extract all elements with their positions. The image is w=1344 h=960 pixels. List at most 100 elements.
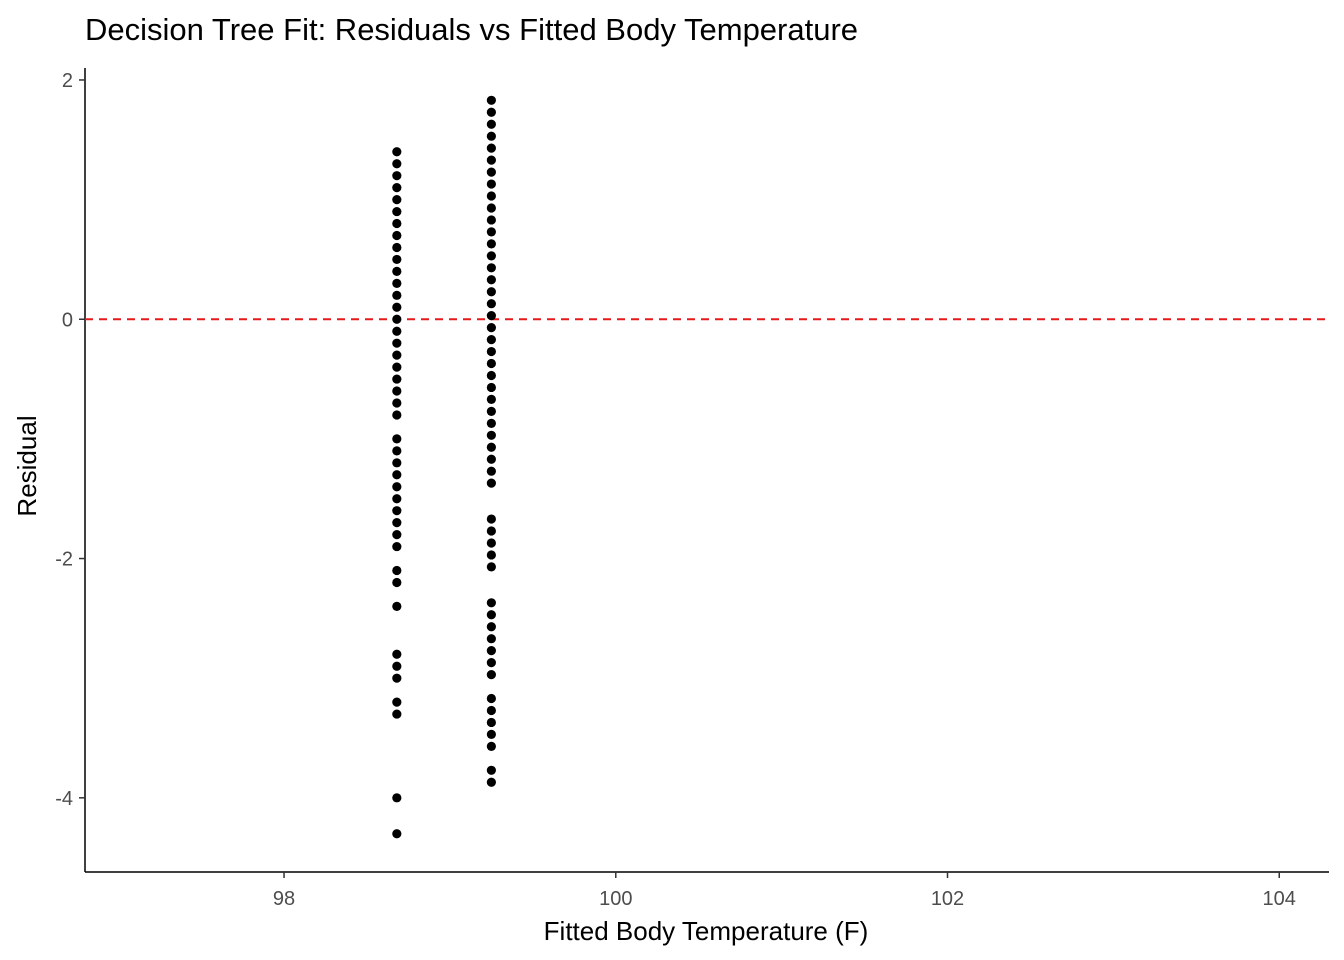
data-point xyxy=(392,147,402,157)
x-tick-label: 102 xyxy=(931,888,964,910)
x-tick-label: 100 xyxy=(599,888,632,910)
data-point xyxy=(486,418,496,428)
data-point xyxy=(486,562,496,572)
data-point xyxy=(486,765,496,775)
data-point xyxy=(486,442,496,452)
data-point xyxy=(392,673,402,683)
data-point xyxy=(392,494,402,504)
data-point xyxy=(486,406,496,416)
data-point xyxy=(392,218,402,229)
data-point xyxy=(392,506,402,516)
data-point xyxy=(392,266,402,276)
y-tick-label: 0 xyxy=(62,309,73,331)
data-point xyxy=(392,374,402,384)
data-point xyxy=(392,470,402,480)
data-point xyxy=(486,263,496,273)
data-point xyxy=(392,314,402,324)
data-point xyxy=(486,634,496,644)
data-point xyxy=(486,167,496,177)
data-point xyxy=(392,230,402,241)
data-point xyxy=(392,709,402,719)
data-point xyxy=(392,290,402,300)
x-tick-label: 104 xyxy=(1263,888,1296,910)
data-point xyxy=(486,430,496,440)
data-point xyxy=(486,143,496,153)
data-point xyxy=(392,518,402,528)
data-point xyxy=(486,215,496,225)
data-point xyxy=(392,159,402,169)
data-point xyxy=(486,622,496,632)
data-point xyxy=(486,466,496,476)
data-point xyxy=(392,434,402,444)
data-point xyxy=(392,350,402,360)
data-point xyxy=(486,382,496,393)
data-point xyxy=(486,323,496,333)
data-point xyxy=(486,669,496,680)
data-point xyxy=(486,693,496,704)
data-point xyxy=(486,478,496,488)
data-point xyxy=(392,601,402,611)
data-point xyxy=(392,386,402,396)
y-tick-label: -4 xyxy=(55,788,73,810)
data-point xyxy=(486,550,496,560)
data-point xyxy=(486,394,496,405)
x-axis-title: Fitted Body Temperature (F) xyxy=(544,916,869,946)
data-point xyxy=(486,131,496,141)
data-point xyxy=(486,119,496,129)
data-point xyxy=(392,565,402,576)
data-point xyxy=(392,195,402,205)
data-point xyxy=(486,155,496,165)
data-point xyxy=(392,530,402,540)
data-point xyxy=(486,287,496,297)
data-point xyxy=(486,538,496,548)
x-tick-label: 98 xyxy=(273,888,295,910)
data-point xyxy=(392,326,402,336)
data-point xyxy=(486,179,496,189)
data-point xyxy=(486,311,496,321)
data-point xyxy=(486,741,496,751)
data-point xyxy=(486,454,496,464)
data-point xyxy=(392,649,402,659)
data-point xyxy=(392,206,402,217)
data-point xyxy=(392,446,402,456)
data-point xyxy=(392,410,402,420)
data-point xyxy=(392,302,402,312)
data-point xyxy=(486,203,496,213)
y-tick-label: -2 xyxy=(55,549,73,571)
data-point xyxy=(392,793,402,803)
data-point xyxy=(392,541,402,552)
data-point xyxy=(392,577,402,588)
data-point xyxy=(486,299,496,309)
chart-title: Decision Tree Fit: Residuals vs Fitted B… xyxy=(85,12,858,47)
data-point xyxy=(392,482,402,492)
data-point xyxy=(486,717,496,728)
data-point xyxy=(486,729,496,740)
points-layer xyxy=(392,95,496,839)
data-point xyxy=(392,338,402,348)
data-point xyxy=(392,661,402,671)
data-point xyxy=(486,191,496,201)
data-point xyxy=(486,346,496,357)
data-point xyxy=(392,398,402,408)
data-point xyxy=(392,362,402,372)
data-point xyxy=(486,95,496,105)
data-point xyxy=(486,275,496,285)
data-point xyxy=(392,458,402,468)
y-tick-label: 2 xyxy=(62,70,73,92)
data-point xyxy=(486,358,496,369)
data-point xyxy=(486,334,496,345)
data-point xyxy=(392,697,402,707)
data-point xyxy=(486,107,496,117)
data-point xyxy=(392,171,402,181)
data-point xyxy=(486,610,496,620)
data-point xyxy=(392,242,402,253)
data-point xyxy=(486,514,496,524)
data-point xyxy=(486,227,496,237)
x-axis: 98 100 102 104 xyxy=(85,871,1329,910)
data-point xyxy=(486,526,496,536)
data-point xyxy=(392,829,402,839)
data-point xyxy=(486,658,496,668)
data-point xyxy=(486,705,496,716)
y-axis-title: Residual xyxy=(12,415,42,516)
